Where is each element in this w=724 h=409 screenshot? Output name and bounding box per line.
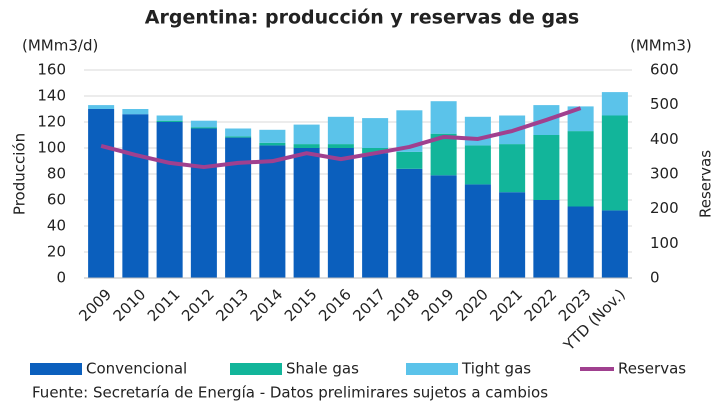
y-axis-label: Producción: [11, 133, 29, 215]
line-series: [100, 106, 582, 170]
source-note: Fuente: Secretaría de Energía - Datos pr…: [32, 384, 548, 402]
bar-segment: [225, 128, 252, 137]
bar-segment: [533, 135, 560, 200]
y-tick-label: 0: [56, 269, 66, 287]
bar-segment: [122, 109, 149, 115]
legend-swatch: [30, 363, 82, 375]
bar-segment: [293, 144, 320, 148]
y-tick-label: 20: [47, 243, 66, 261]
y2-tick-label: 300: [650, 165, 679, 183]
x-tick-label: 2021: [486, 285, 526, 325]
bar-segment: [362, 118, 389, 148]
bar-segment: [464, 116, 491, 146]
bar-segment: [190, 127, 217, 129]
bar-segment: [499, 144, 526, 193]
legend-label: Tight gas: [461, 360, 531, 378]
bar-segment: [396, 168, 423, 278]
x-tick-label: 2011: [144, 285, 184, 325]
bar-segment: [362, 148, 389, 154]
x-tick-label: 2016: [315, 285, 355, 325]
bar-segment: [293, 148, 320, 278]
y-tick-label: 100: [37, 139, 66, 157]
x-tick-label: 2009: [75, 285, 115, 325]
bar-segment: [430, 175, 457, 278]
bar-segment: [156, 122, 183, 278]
x-tick-label: 2013: [212, 285, 252, 325]
bar-segment: [396, 151, 423, 169]
y-tick-label: 160: [37, 61, 66, 79]
bar-segment: [533, 200, 560, 278]
bar-segment: [327, 116, 354, 145]
bar-segment: [293, 124, 320, 145]
bar-segment: [327, 148, 354, 278]
y2-tick-label: 500: [650, 95, 679, 113]
bar-segment: [601, 115, 628, 211]
legend-swatch: [230, 363, 282, 375]
y2-tick-label: 0: [650, 269, 660, 287]
bar-segment: [190, 120, 217, 128]
bar-segment: [122, 114, 149, 278]
bar-segment: [156, 115, 183, 121]
bar-segment: [259, 142, 286, 146]
bar-segment: [362, 153, 389, 278]
bar-segment: [464, 145, 491, 185]
bar-segment: [430, 101, 457, 134]
bar-segment: [88, 105, 115, 109]
x-tick-label: 2014: [247, 285, 287, 325]
y-unit: (MMm3/d): [22, 37, 98, 55]
y-tick-label: 140: [37, 87, 66, 105]
x-tick-label: 2018: [384, 285, 424, 325]
y-tick-label: 60: [47, 191, 66, 209]
y2-unit: (MMm3): [630, 37, 692, 55]
legend-label: Convencional: [86, 360, 187, 378]
y2-axis-label: Reservas: [697, 150, 715, 218]
bar-segment: [567, 131, 594, 207]
y-tick-label: 120: [37, 113, 66, 131]
chart-title: Argentina: producción y reservas de gas: [145, 7, 579, 29]
bar-segment: [225, 137, 252, 278]
bar-segment: [327, 144, 354, 148]
y2-tick-label: 600: [650, 61, 679, 79]
bar-segment: [225, 136, 252, 138]
x-tick-label: 2010: [110, 285, 150, 325]
bar-segment: [88, 109, 115, 278]
legend-label: Reservas: [618, 360, 686, 378]
bar-segment: [567, 206, 594, 278]
bar-segment: [601, 92, 628, 116]
bar-segment: [601, 210, 628, 278]
y-tick-label: 80: [47, 165, 66, 183]
y2-tick-label: 200: [650, 199, 679, 217]
x-tick-label: 2019: [418, 285, 458, 325]
bar-segment: [156, 120, 183, 122]
x-tick-label: 2012: [178, 285, 218, 325]
y-tick-label: 40: [47, 217, 66, 235]
y2-tick-label: 400: [650, 130, 679, 148]
legend-swatch: [406, 363, 458, 375]
bar-segment: [499, 192, 526, 278]
x-tick-label: 2017: [349, 285, 389, 325]
bar-segment: [259, 129, 286, 143]
bar-segment: [259, 145, 286, 278]
bar-segment: [190, 128, 217, 278]
x-tick-label: 2020: [452, 285, 492, 325]
x-tick-label: 2022: [521, 285, 561, 325]
legend-label: Shale gas: [286, 360, 359, 378]
y2-tick-label: 100: [650, 234, 679, 252]
bar-segment: [464, 184, 491, 278]
x-tick-label: 2015: [281, 285, 321, 325]
